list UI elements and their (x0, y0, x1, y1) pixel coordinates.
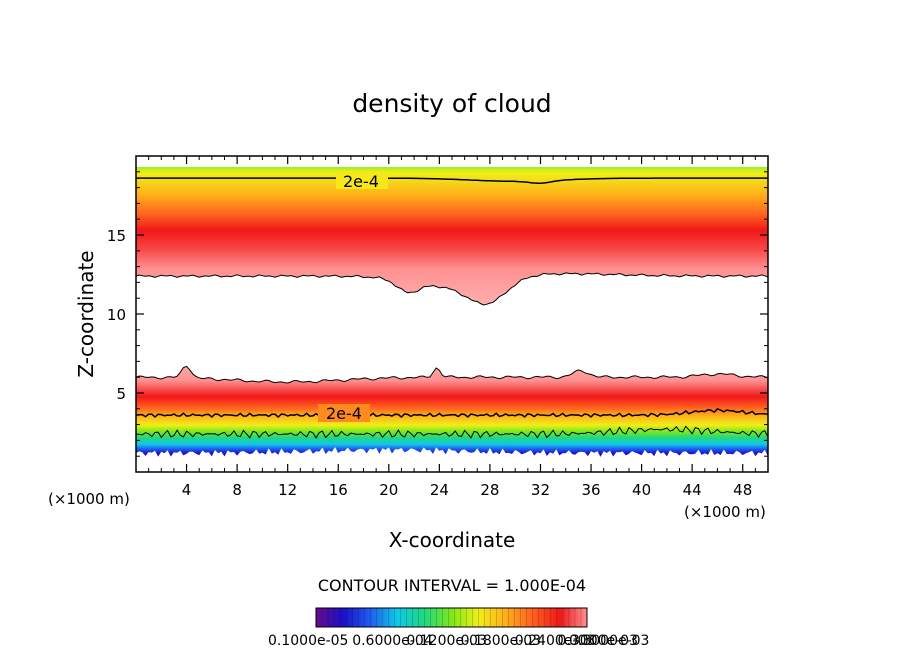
x-unit-right: (×1000 m) (684, 503, 766, 521)
colorbar-tick-label: 0.1200e-03 (406, 633, 486, 649)
x-tick-label: 16 (329, 481, 348, 499)
colorbar-ticks (315, 608, 588, 627)
x-tick-label: 44 (683, 481, 702, 499)
upper-cloud-base-contour (136, 272, 768, 306)
x-tick-label: 20 (379, 481, 398, 499)
contour-label-bg-lower (318, 404, 370, 422)
x-tick-label: 12 (278, 481, 297, 499)
colorbar-tick-label: 0.1800e-03 (461, 633, 541, 649)
colorbar-end-label: 0.3000e-03 (558, 633, 638, 649)
colorbar-tick-label: 0.2400e-03 (515, 633, 595, 649)
contour-label-upper: 2e-4 (343, 172, 379, 191)
x-unit-left: (×1000 m) (48, 490, 130, 508)
upper-cloud-layer (136, 167, 768, 305)
x-tick-label: 28 (480, 481, 499, 499)
lower-cloud-layer (136, 366, 768, 457)
x-tick-label: 36 (581, 481, 600, 499)
colorbar-tick-label: 0.1000e-05 (268, 633, 348, 649)
x-tick-label: 8 (232, 481, 242, 499)
colorbar-labels: 0.1000e-05 0.6000e-040.1200e-030.1800e-03… (268, 633, 649, 649)
colorbar-tick-label: 0.6000e-04 (352, 633, 433, 649)
x-axis: 4 8 12 16 20 24 28 32 36 40 44 48 (148, 156, 756, 499)
x-axis-label: X-coordinate (389, 528, 516, 552)
contour-interval-text: CONTOUR INTERVAL = 1.000E-04 (318, 576, 586, 595)
y-tick-label: 10 (107, 306, 126, 324)
x-tick-label: 40 (632, 481, 651, 499)
y-axis-label: Z-coordinate (74, 250, 98, 377)
colorbar (315, 607, 588, 628)
plot-area (136, 156, 768, 472)
colorbar-tick-label: 0.3000e-03 (569, 633, 649, 649)
lower-cloud-top-contour (136, 365, 768, 384)
y-axis: 5 10 15 (107, 171, 768, 457)
x-tick-label: 24 (430, 481, 449, 499)
contour-labels: 2e-4 2e-4 (318, 171, 388, 423)
contour-label-bg-upper (336, 171, 388, 189)
contour-label-lower: 2e-4 (326, 404, 362, 423)
contour-line-lower-2e-4 (136, 408, 768, 419)
y-tick-label: 5 (116, 385, 126, 403)
x-tick-label: 4 (182, 481, 192, 499)
contour-line-upper-2e-4 (136, 177, 768, 184)
chart-title: density of cloud (352, 89, 551, 118)
y-tick-label: 15 (107, 227, 126, 245)
x-tick-label: 32 (531, 481, 550, 499)
x-tick-label: 48 (733, 481, 752, 499)
lower-cloud-inner-contour (136, 425, 768, 439)
